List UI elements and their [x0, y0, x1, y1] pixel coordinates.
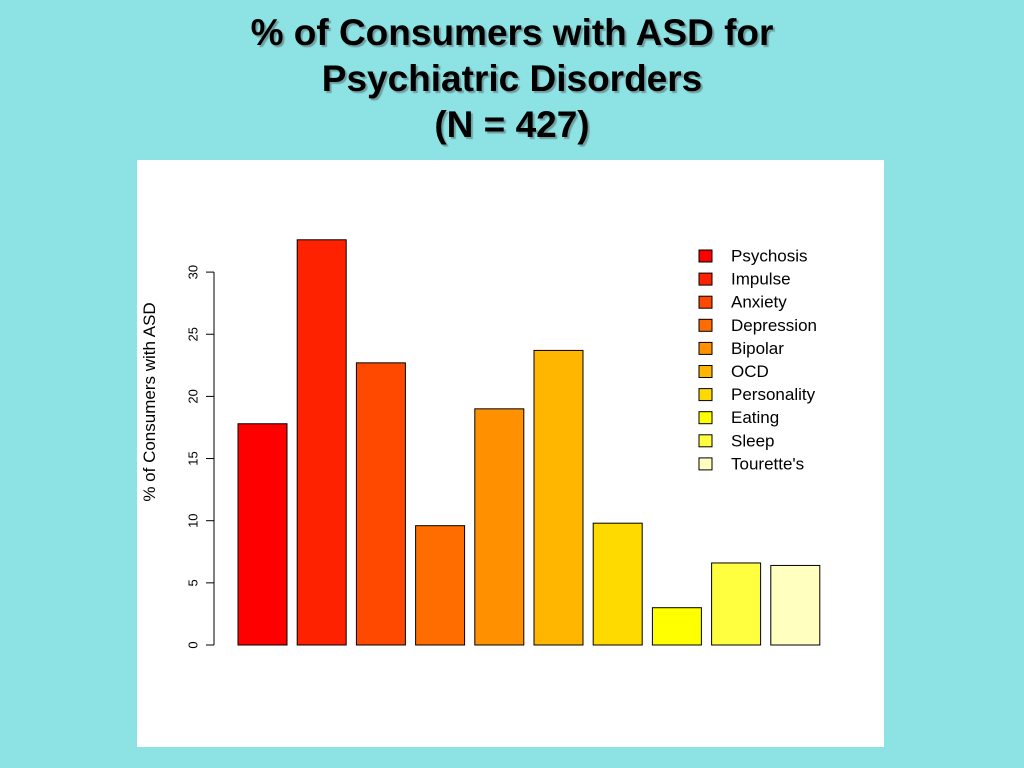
- legend-label: Impulse: [731, 270, 791, 289]
- bar-chart: 0 5 10 15 20 25 30 Psychosis Impulse Anxiety Depr…: [140, 239, 821, 649]
- slide-title-line-2: Psychiatric Disorders: [321, 58, 703, 99]
- bar-anxiety: [355, 362, 406, 646]
- legend-swatch: [698, 388, 713, 402]
- legend-label: Bipolar: [731, 339, 784, 358]
- legend-label: Tourette's: [731, 454, 804, 473]
- y-axis-label: % of Consumers with ASD: [140, 302, 159, 501]
- bar-tourettes: [770, 564, 821, 646]
- y-tick-label: 20: [186, 389, 201, 403]
- legend-label: OCD: [731, 362, 769, 381]
- bar-ocd: [533, 349, 584, 646]
- y-tick-label: 10: [186, 513, 201, 527]
- legend-label: Eating: [731, 408, 779, 427]
- legend-swatch: [698, 365, 713, 378]
- legend-label: Personality: [731, 385, 816, 404]
- bar-bipolar: [474, 408, 525, 646]
- bars: [237, 239, 821, 646]
- legend: Psychosis Impulse Anxiety Depression Bipolar…: [698, 247, 817, 473]
- chart-panel: 0 5 10 15 20 25 30 Psychosis Impulse Anxiety Depr…: [137, 160, 884, 747]
- slide-title-line-1: % of Consumers with ASD for: [250, 12, 774, 53]
- y-tick-label: 30: [186, 265, 201, 279]
- legend-swatch: [698, 318, 713, 332]
- legend-swatch: [698, 457, 713, 471]
- slide-title: % of Consumers with ASD for Psychiatric …: [0, 10, 1024, 148]
- slide-title-line-3: (N = 427): [434, 104, 590, 145]
- legend-swatch: [698, 434, 713, 448]
- y-tick-label: 5: [186, 579, 201, 586]
- legend-swatch: [698, 249, 713, 263]
- y-tick-label: 25: [186, 327, 201, 341]
- y-axis: 0 5 10 15 20 25 30: [186, 265, 215, 649]
- y-tick-label: 0: [186, 641, 201, 648]
- bar-depression: [415, 525, 466, 646]
- legend-swatch: [698, 341, 713, 355]
- legend-swatch: [698, 411, 713, 425]
- legend-label: Psychosis: [731, 247, 808, 266]
- legend-label: Sleep: [731, 431, 774, 450]
- bar-impulse: [296, 239, 347, 646]
- bar-sleep: [711, 562, 762, 646]
- bar-eating: [651, 607, 702, 646]
- bar-personality: [592, 522, 643, 646]
- legend-swatch: [698, 295, 713, 309]
- legend-label: Depression: [731, 316, 817, 335]
- legend-swatch: [698, 272, 713, 286]
- y-tick-label: 15: [186, 451, 201, 465]
- bar-psychosis: [237, 423, 288, 646]
- legend-label: Anxiety: [731, 293, 787, 312]
